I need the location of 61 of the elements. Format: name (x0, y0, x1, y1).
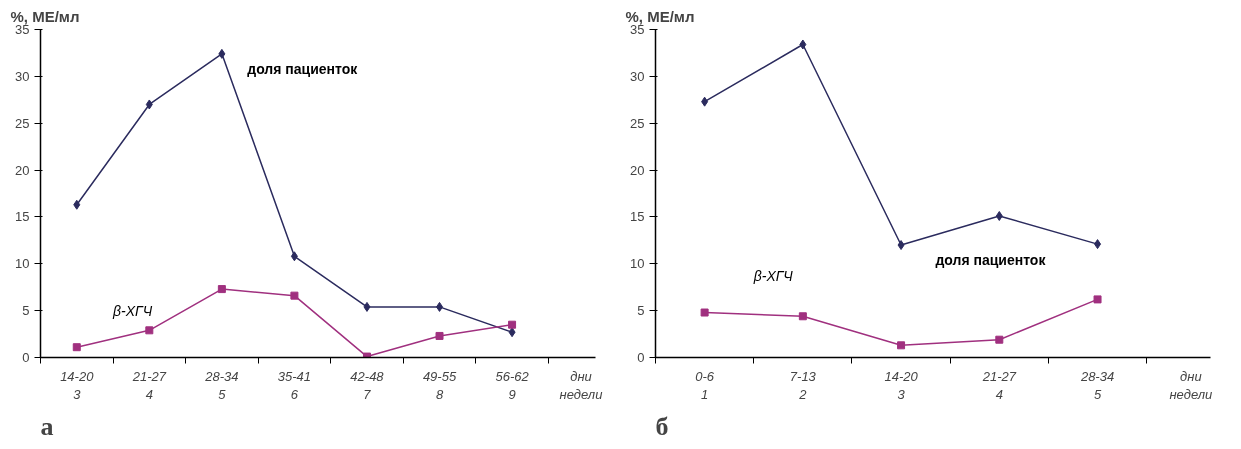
x-tick-label: 14-20 3 (884, 368, 919, 402)
x-tick-label: 28-34 5 (1079, 368, 1115, 402)
point (290, 291, 299, 300)
y-tick-label: 30 (630, 68, 645, 84)
point (73, 199, 81, 210)
point (435, 331, 444, 340)
y-tick-label: 0 (22, 350, 30, 365)
series-label: β-ХГЧ (112, 303, 153, 320)
point (290, 251, 298, 262)
y-tick-label: 15 (630, 209, 645, 225)
point (363, 301, 371, 312)
y-tick-label: 5 (22, 303, 30, 319)
point (995, 335, 1004, 344)
y-tick-label: 30 (15, 68, 30, 84)
point (897, 341, 906, 350)
y-tick-label: 20 (15, 162, 30, 178)
series-label: доля пациенток (247, 61, 359, 78)
point (798, 312, 807, 321)
x-tick-label: 7-13 2 (789, 368, 817, 402)
y-tick-label: 5 (637, 303, 645, 319)
point (508, 327, 516, 338)
point (799, 39, 807, 50)
y-tick-label: 35 (15, 22, 30, 37)
y-tick-label: 25 (630, 115, 645, 131)
x-tick-label: 56-62 9 (495, 368, 530, 402)
text: а (40, 411, 54, 441)
y-tick-label: 0 (637, 350, 645, 365)
text: β-ХГЧ (752, 268, 794, 285)
series-label: доля пациенток (935, 252, 1047, 269)
x-tick-label: 49-55 8 (422, 368, 457, 402)
x-tick-label: 28-34 5 (204, 368, 239, 402)
point (995, 210, 1003, 221)
point (72, 343, 81, 352)
y-tick-label: 10 (15, 256, 30, 272)
point (897, 240, 905, 251)
text: б (655, 411, 669, 441)
x-tick-label: 21-27 4 (981, 368, 1017, 402)
x-axis-title: дни недели (559, 368, 603, 402)
x-tick-label: 14-20 3 (60, 368, 95, 402)
y-tick-label: 15 (15, 209, 30, 225)
x-axis-title: дни недели (1169, 368, 1213, 402)
y-tick-label: 10 (630, 256, 645, 272)
point (217, 285, 226, 294)
point (145, 326, 154, 335)
y-axis-title: %, МЕ/мл (10, 7, 80, 25)
point (508, 320, 517, 329)
y-tick-label: 35 (630, 22, 645, 37)
point (701, 96, 709, 107)
x-tick-label: 0-6 1 (695, 368, 715, 402)
point (1093, 295, 1102, 304)
point (1094, 239, 1102, 250)
point (700, 308, 709, 317)
y-tick-label: 20 (630, 162, 645, 178)
x-tick-label: 21-27 4 (131, 368, 167, 402)
point (218, 48, 226, 59)
y-tick-label: 25 (15, 115, 30, 131)
point (436, 301, 444, 312)
x-tick-label: 42-48 7 (350, 368, 385, 402)
x-tick-label: 35-41 6 (277, 368, 312, 402)
point (145, 99, 153, 110)
y-axis-title: %, МЕ/мл (625, 7, 695, 25)
